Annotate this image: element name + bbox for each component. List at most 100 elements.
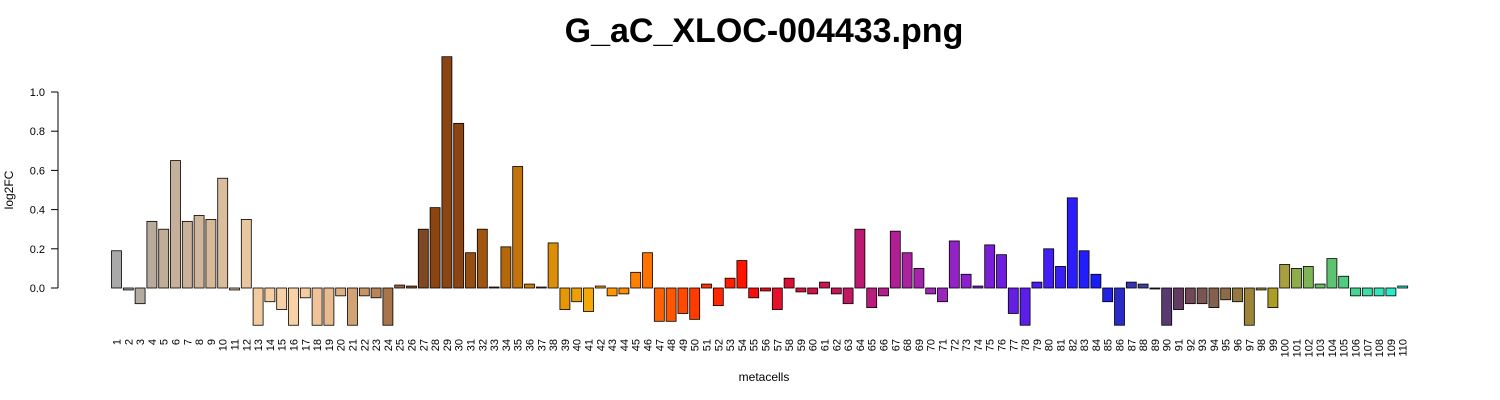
x-tick-label: 18 — [312, 339, 324, 351]
x-tick-label: 101 — [1292, 339, 1304, 357]
x-tick-label: 6 — [171, 339, 183, 345]
bar-52 — [712, 287, 724, 307]
x-tick-label: 72 — [949, 339, 961, 351]
bar-38 — [547, 242, 559, 289]
bar-86 — [1114, 287, 1125, 326]
bar-33 — [488, 286, 500, 289]
x-tick-label: 104 — [1327, 339, 1339, 357]
x-tick-label: 21 — [348, 339, 360, 351]
x-tick-label: 69 — [914, 339, 926, 351]
bar-66 — [878, 287, 889, 297]
x-tick-label: 95 — [1221, 339, 1233, 351]
bar-79 — [1031, 281, 1043, 289]
bar-101 — [1291, 267, 1302, 289]
x-tick-label: 98 — [1256, 339, 1268, 351]
bar-77 — [1007, 287, 1019, 314]
bar-81 — [1055, 266, 1066, 289]
bar-29 — [441, 56, 453, 289]
bar-45 — [630, 271, 642, 289]
bar-76 — [996, 254, 1007, 289]
x-tick-label: 83 — [1079, 339, 1091, 351]
bar-80 — [1043, 248, 1055, 289]
bar-103 — [1314, 283, 1326, 289]
x-tick-label: 55 — [749, 339, 761, 351]
x-tick-label: 28 — [430, 339, 442, 351]
x-tick-label: 12 — [241, 339, 253, 351]
bar-18 — [311, 287, 323, 326]
bar-93 — [1196, 287, 1208, 305]
bar-98 — [1255, 287, 1267, 291]
bar-84 — [1090, 273, 1102, 289]
x-tick-label: 97 — [1244, 339, 1256, 351]
x-tick-label: 103 — [1315, 339, 1327, 357]
x-tick-label: 66 — [879, 339, 891, 351]
bar-36 — [524, 283, 535, 289]
bar-74 — [972, 285, 984, 289]
x-tick-label: 39 — [560, 339, 572, 351]
bar-47 — [653, 287, 665, 322]
x-tick-label: 68 — [902, 339, 914, 351]
x-tick-label: 62 — [831, 339, 843, 351]
bar-34 — [500, 246, 512, 289]
bar-92 — [1184, 287, 1196, 305]
bar-105 — [1338, 275, 1350, 289]
bar-106 — [1350, 287, 1361, 297]
x-tick-label: 107 — [1362, 339, 1374, 357]
x-tick-label: 3 — [135, 339, 147, 345]
x-tick-label: 33 — [489, 339, 501, 351]
x-tick-label: 110 — [1398, 339, 1410, 357]
x-tick-label: 89 — [1150, 339, 1162, 351]
bar-39 — [559, 287, 571, 310]
x-tick-label: 36 — [525, 339, 537, 351]
bar-65 — [866, 287, 878, 309]
x-tick-label: 22 — [359, 339, 371, 351]
bar-85 — [1102, 287, 1114, 303]
bar-16 — [288, 287, 299, 326]
bar-5 — [158, 228, 170, 289]
x-tick-label: 46 — [643, 339, 655, 351]
y-tick-label: 0.8 — [30, 126, 45, 138]
x-tick-label: 20 — [336, 339, 348, 351]
x-tick-labels: 1 2 3 4 5 6 7 8 9 10 11 12 13 14 15 16 17 18 19 20 21 22 23 24 2… — [112, 339, 1410, 357]
x-tick-label: 57 — [772, 339, 784, 351]
x-tick-label: 60 — [808, 339, 820, 351]
x-tick-label: 11 — [230, 339, 242, 350]
x-tick-label: 2 — [123, 339, 135, 345]
x-tick-label: 5 — [159, 339, 171, 345]
bar-11 — [229, 287, 240, 291]
bar-99 — [1267, 287, 1279, 309]
bar-41 — [583, 287, 594, 312]
x-tick-label: 40 — [572, 339, 584, 351]
x-tick-label: 32 — [477, 339, 489, 351]
bar-82 — [1066, 197, 1078, 289]
x-tick-label: 99 — [1268, 339, 1280, 351]
x-tick-label: 80 — [1044, 339, 1056, 351]
bar-78 — [1019, 287, 1031, 326]
y-tick-label: 0.2 — [30, 244, 45, 256]
bar-100 — [1279, 264, 1291, 289]
bar-48 — [665, 287, 677, 322]
x-tick-label: 14 — [265, 339, 277, 351]
bar-104 — [1326, 258, 1338, 289]
bar-44 — [618, 287, 630, 295]
x-tick-label: 71 — [938, 339, 950, 351]
bar-50 — [689, 287, 701, 320]
bar-89 — [1149, 287, 1161, 290]
bar-24 — [382, 287, 394, 326]
x-tick-label: 53 — [725, 339, 737, 351]
bar-58 — [783, 277, 795, 289]
x-tick-label: 58 — [784, 339, 796, 351]
bar-96 — [1232, 287, 1243, 303]
x-tick-label: 8 — [194, 339, 206, 345]
x-tick-label: 88 — [1138, 339, 1150, 351]
bar-57 — [771, 287, 783, 310]
x-tick-label: 19 — [324, 339, 336, 351]
chart-title: G_aC_XLOC-004433.png — [564, 12, 964, 50]
bar-8 — [193, 215, 205, 289]
x-tick-label: 48 — [666, 339, 678, 351]
x-tick-label: 37 — [536, 339, 548, 351]
x-tick-label: 13 — [253, 339, 265, 351]
bar-46 — [642, 252, 653, 289]
x-tick-label: 52 — [713, 339, 725, 351]
